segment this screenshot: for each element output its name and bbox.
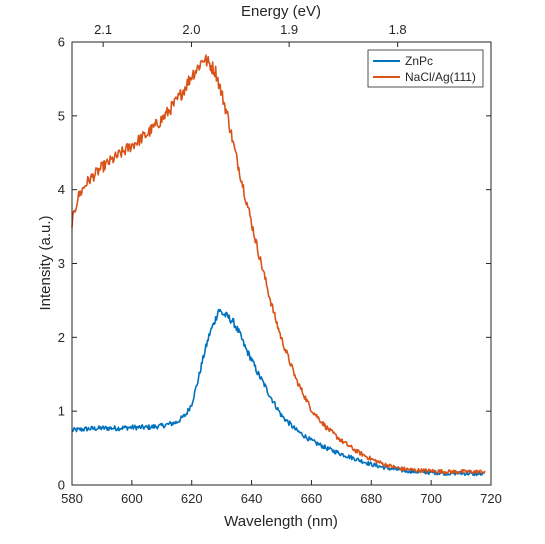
series-line-znpc <box>71 308 486 477</box>
top-tick-label: 2.1 <box>94 22 112 37</box>
ticks-layer: 580 600 620 640 660 680 700 720 0 1 2 3 4 5 6 2.1 2.0 1.9… <box>58 22 502 506</box>
x-tick-label: 660 <box>301 491 323 506</box>
legend-label-nacl: NaCl/Ag(111) <box>405 70 476 84</box>
plot-background <box>72 42 491 485</box>
y-tick-label: 2 <box>58 330 65 345</box>
y-axis-title: Intensity (a.u.) <box>37 215 54 310</box>
series-line-nacl <box>71 54 486 475</box>
x-tick-label: 720 <box>480 491 502 506</box>
x-tick-label: 640 <box>241 491 263 506</box>
legend-box <box>367 49 484 88</box>
top-tick-label: 1.8 <box>389 22 407 37</box>
y-tick-label: 5 <box>58 108 65 123</box>
x-tick-label: 620 <box>181 491 203 506</box>
legend: ZnPc NaCl/Ag(111) <box>367 49 484 88</box>
x-tick-label: 680 <box>360 491 382 506</box>
y-tick-label: 6 <box>58 35 65 50</box>
series-layer <box>71 54 486 477</box>
x-tick-label: 600 <box>121 491 143 506</box>
y-tick-label: 1 <box>58 404 65 419</box>
y-tick-label: 3 <box>58 256 65 271</box>
x-axis-title: Wavelength (nm) <box>224 513 338 530</box>
y-tick-label: 0 <box>58 478 65 493</box>
top-tick-label: 2.0 <box>182 22 200 37</box>
x-tick-label: 700 <box>420 491 442 506</box>
top-axis-title: Energy (eV) <box>241 3 321 20</box>
top-tick-label: 1.9 <box>280 22 298 37</box>
legend-label-znpc: ZnPc <box>405 54 433 68</box>
x-tick-label: 580 <box>61 491 83 506</box>
y-tick-label: 4 <box>58 182 65 197</box>
